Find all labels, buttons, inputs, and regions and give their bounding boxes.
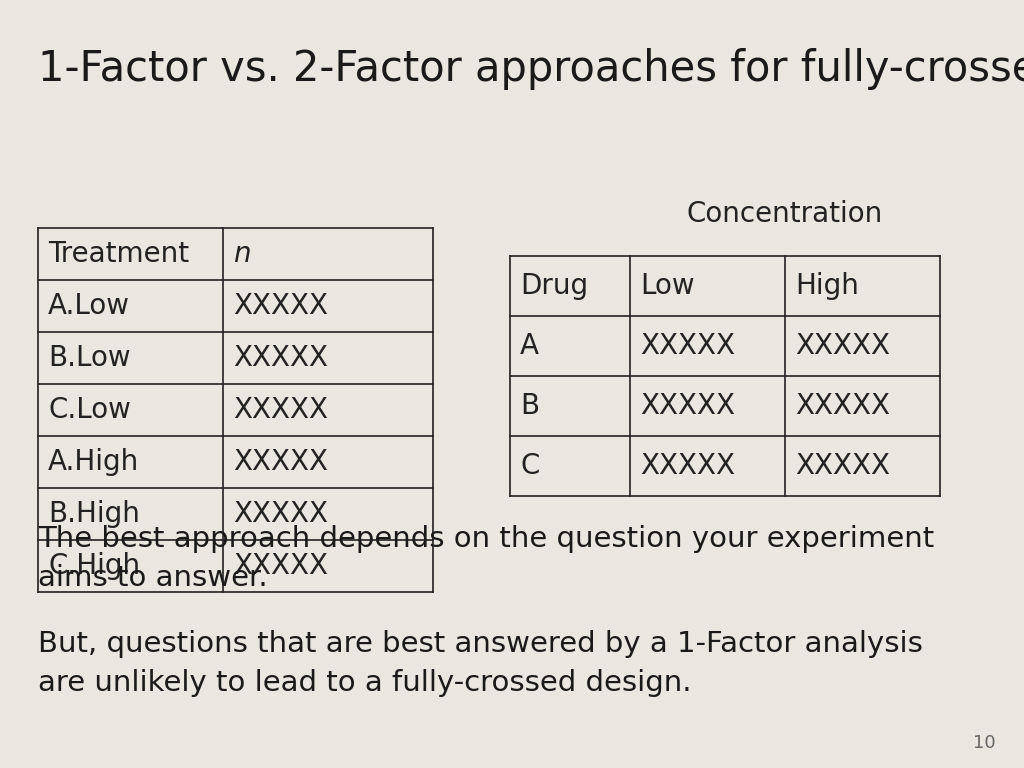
- Text: XXXXX: XXXXX: [233, 344, 328, 372]
- Text: XXXXX: XXXXX: [640, 332, 735, 360]
- Text: Concentration: Concentration: [687, 200, 883, 228]
- Text: XXXXX: XXXXX: [233, 396, 328, 424]
- Text: A.High: A.High: [48, 448, 139, 476]
- Text: XXXXX: XXXXX: [640, 452, 735, 480]
- Text: XXXXX: XXXXX: [233, 292, 328, 320]
- Text: C.High: C.High: [48, 552, 140, 580]
- Text: XXXXX: XXXXX: [233, 448, 328, 476]
- Text: B.High: B.High: [48, 500, 140, 528]
- Text: 10: 10: [974, 734, 996, 752]
- Text: C.Low: C.Low: [48, 396, 131, 424]
- Text: B.Low: B.Low: [48, 344, 131, 372]
- Text: But, questions that are best answered by a 1-Factor analysis
are unlikely to lea: But, questions that are best answered by…: [38, 630, 923, 697]
- Text: Drug: Drug: [520, 272, 588, 300]
- Text: Low: Low: [640, 272, 694, 300]
- Text: A.Low: A.Low: [48, 292, 130, 320]
- Text: XXXXX: XXXXX: [795, 392, 890, 420]
- Text: Treatment: Treatment: [48, 240, 189, 268]
- Text: XXXXX: XXXXX: [233, 500, 328, 528]
- Text: The best approach depends on the question your experiment
aims to answer.: The best approach depends on the questio…: [38, 525, 934, 592]
- Text: XXXXX: XXXXX: [795, 452, 890, 480]
- Text: High: High: [795, 272, 859, 300]
- Text: A: A: [520, 332, 539, 360]
- Text: XXXXX: XXXXX: [795, 332, 890, 360]
- Text: B: B: [520, 392, 539, 420]
- Text: XXXXX: XXXXX: [640, 392, 735, 420]
- Text: 1-Factor vs. 2-Factor approaches for fully-crossed design: 1-Factor vs. 2-Factor approaches for ful…: [38, 48, 1024, 90]
- Text: n: n: [233, 240, 251, 268]
- Text: XXXXX: XXXXX: [233, 552, 328, 580]
- Text: C: C: [520, 452, 540, 480]
